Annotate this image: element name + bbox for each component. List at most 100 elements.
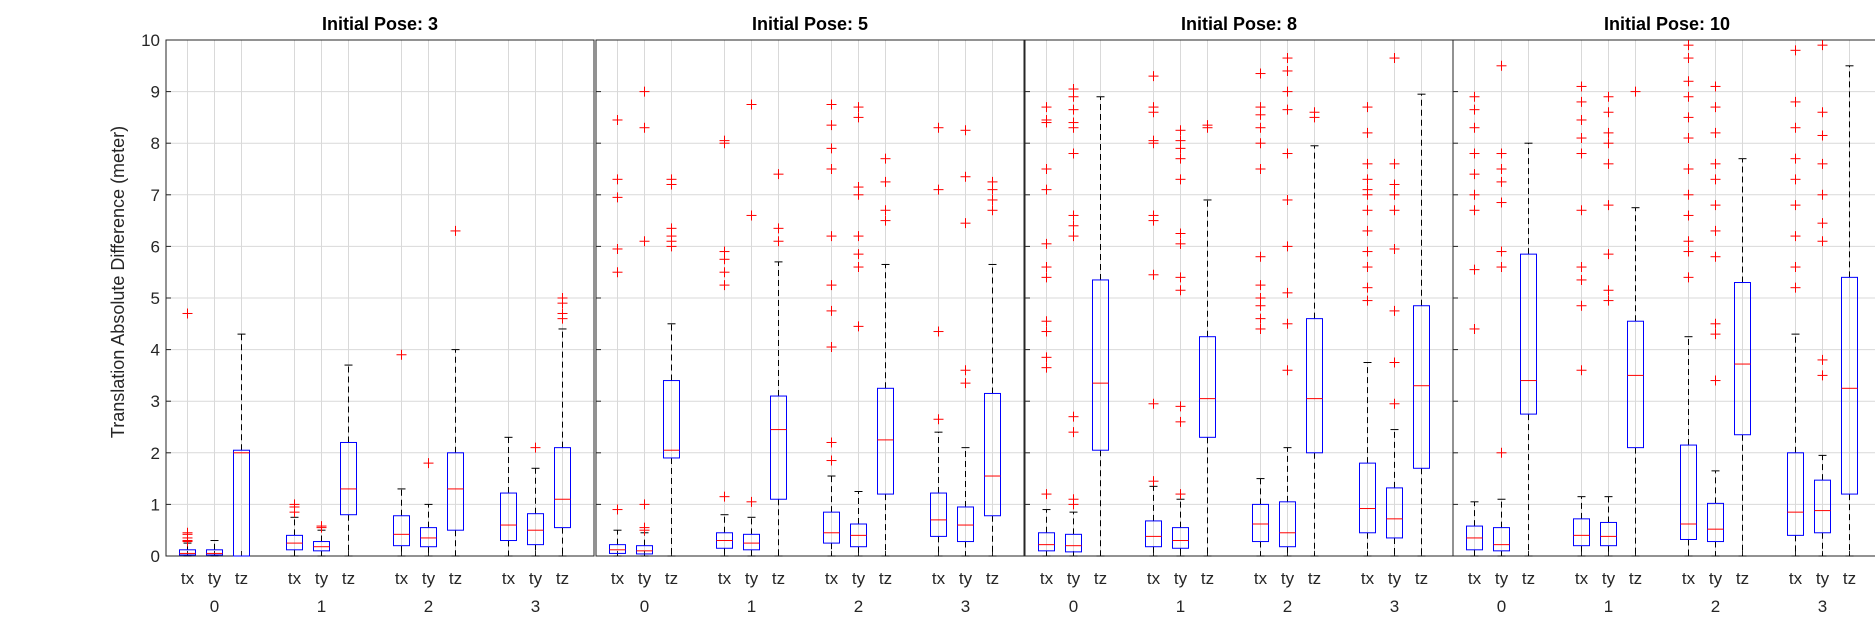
outlier xyxy=(1603,249,1614,260)
outlier xyxy=(1710,225,1721,236)
iqr-box xyxy=(1172,527,1189,549)
outlier xyxy=(1817,130,1828,141)
x-tick-label: ty xyxy=(1495,569,1509,588)
outlier xyxy=(1362,282,1373,293)
outlier xyxy=(1683,246,1694,257)
group-3: tx ty tz 3 xyxy=(930,122,1001,616)
outlier xyxy=(1683,112,1694,123)
outlier xyxy=(612,504,623,515)
outlier xyxy=(1148,398,1159,409)
grid-lines xyxy=(1453,39,1875,557)
group-2: tx ty tz 2 xyxy=(1680,40,1751,616)
x-tick-label: tx xyxy=(502,569,516,588)
outlier xyxy=(1790,282,1801,293)
iqr-box xyxy=(1359,462,1376,534)
x-tick-label: tx xyxy=(1468,569,1482,588)
outlier xyxy=(933,414,944,425)
x-tick-label: ty xyxy=(638,569,652,588)
iqr-box xyxy=(233,449,250,557)
outlier xyxy=(987,205,998,216)
iqr-box xyxy=(1199,336,1216,438)
group-label: 1 xyxy=(1604,597,1613,616)
outlier xyxy=(1175,416,1186,427)
outlier xyxy=(826,342,837,353)
iqr-box xyxy=(1734,282,1751,436)
x-tick-label: tz xyxy=(772,569,785,588)
outlier xyxy=(853,102,864,113)
x-tick-label: ty xyxy=(852,569,866,588)
outlier xyxy=(1496,60,1507,71)
group-3: tx ty tz 3 xyxy=(1359,53,1430,616)
outlier xyxy=(1603,285,1614,296)
y-tick-label: 10 xyxy=(141,31,160,50)
outlier xyxy=(1041,114,1052,125)
iqr-box xyxy=(313,541,330,552)
group-0: tx ty tz 0 xyxy=(179,308,250,616)
box-tx: tx xyxy=(1038,102,1055,588)
group-label: 0 xyxy=(640,597,649,616)
outlier xyxy=(1282,53,1293,64)
iqr-box xyxy=(1520,253,1537,415)
iqr-box xyxy=(1680,444,1697,540)
x-tick-label: ty xyxy=(315,569,329,588)
box-tz: tz xyxy=(1841,65,1858,588)
outlier xyxy=(1496,197,1507,208)
box-tx: tx xyxy=(1359,102,1376,588)
box-tz: tz xyxy=(1413,93,1430,588)
outlier xyxy=(1683,40,1694,51)
outlier xyxy=(1175,238,1186,249)
box-ty: ty xyxy=(206,540,223,588)
iqr-box xyxy=(770,395,787,500)
box-tz: tz xyxy=(447,225,464,588)
outlier xyxy=(1389,158,1400,169)
outlier xyxy=(1576,96,1587,107)
outlier xyxy=(880,205,891,216)
box-ty: ty xyxy=(1600,91,1617,588)
x-tick-label: tx xyxy=(1361,569,1375,588)
outlier xyxy=(1710,318,1721,329)
box-tx: tx xyxy=(179,308,196,588)
outlier xyxy=(1389,179,1400,190)
outlier xyxy=(450,225,461,236)
box-ty: ty xyxy=(1814,40,1831,588)
outlier xyxy=(987,176,998,187)
outlier xyxy=(1710,329,1721,340)
y-tick-label: 2 xyxy=(151,444,160,463)
outlier xyxy=(1603,91,1614,102)
x-tick-label: ty xyxy=(422,569,436,588)
group-label: 2 xyxy=(424,597,433,616)
outlier xyxy=(1389,53,1400,64)
outlier xyxy=(1576,114,1587,125)
x-tick-label: tz xyxy=(1415,569,1428,588)
outlier xyxy=(1496,164,1507,174)
x-tick-label: tx xyxy=(932,569,946,588)
outlier xyxy=(1282,241,1293,252)
outlier xyxy=(1148,102,1159,113)
panel-title: Initial Pose: 10 xyxy=(1604,14,1730,34)
box-ty: ty xyxy=(527,442,544,588)
group-1: tx ty tz 1 xyxy=(716,99,787,616)
outlier xyxy=(746,210,757,221)
box-ty: ty xyxy=(1493,60,1510,588)
box-ty: ty xyxy=(1707,81,1724,588)
group-label: 1 xyxy=(747,597,756,616)
box-tz: tz xyxy=(554,293,571,588)
outlier xyxy=(719,246,730,257)
box-tz: tz xyxy=(1627,86,1644,588)
outlier xyxy=(1683,272,1694,283)
outlier xyxy=(530,442,541,453)
outlier xyxy=(1469,91,1480,102)
outlier xyxy=(960,218,971,229)
outlier xyxy=(1817,158,1828,169)
x-tick-label: tx xyxy=(1682,569,1696,588)
box-ty: ty xyxy=(1065,84,1082,588)
group-2: tx ty tz 2 xyxy=(1252,53,1323,616)
iqr-box xyxy=(663,380,680,459)
outlier xyxy=(987,194,998,205)
outlier xyxy=(1068,494,1079,505)
outlier xyxy=(1576,133,1587,144)
outlier xyxy=(1469,122,1480,133)
group-label: 3 xyxy=(531,597,540,616)
outlier xyxy=(639,499,650,510)
outlier xyxy=(1469,189,1480,200)
